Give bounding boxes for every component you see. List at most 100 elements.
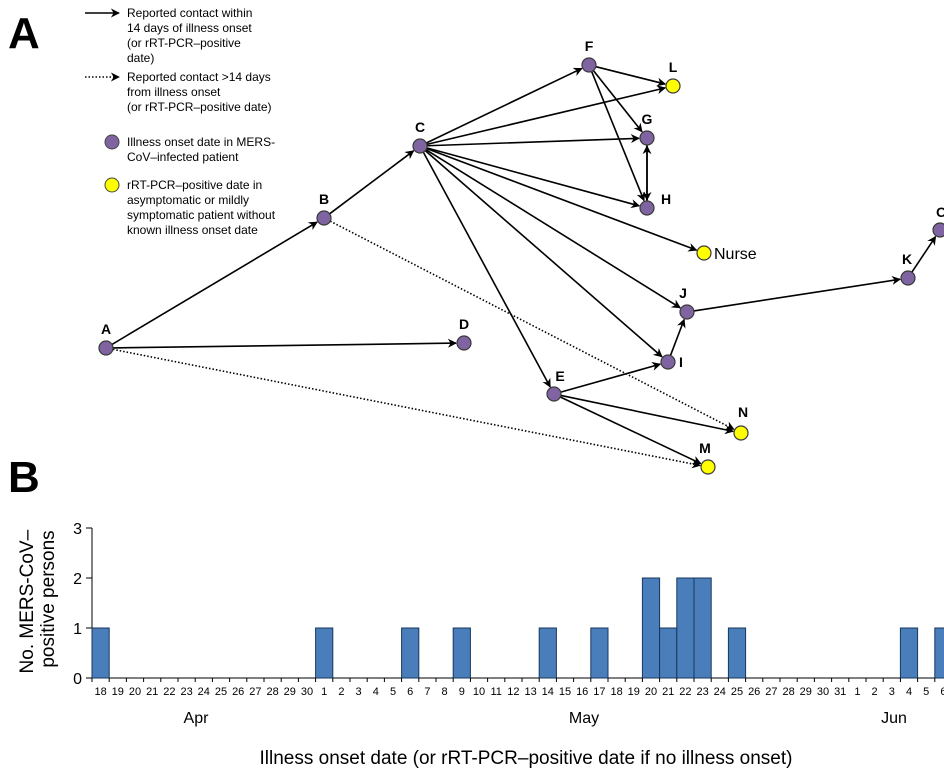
x-tick-label: 5 [923, 686, 929, 698]
edge-a-to-d [112, 338, 457, 349]
edge-c-to-f [425, 67, 583, 144]
x-tick-label: 21 [662, 686, 674, 698]
edge-k-to-o [911, 235, 937, 273]
node-label-f: F [585, 38, 594, 54]
node-k [900, 270, 916, 286]
node-label-m: M [699, 440, 711, 456]
x-tick-label: 27 [249, 686, 261, 698]
node-b [316, 210, 332, 226]
node-label-j: J [679, 285, 687, 301]
edge-c-to-e [422, 151, 551, 388]
node-d [456, 335, 472, 351]
edge-e-to-i [560, 362, 662, 393]
edge-b-to-n [329, 220, 735, 431]
x-tick-label: 25 [731, 686, 743, 698]
x-ticks: 18 19 20 21 22 23 24 25 26 27 28 29 30 1 2 3 4 5 6 7 8 9 10 11 1… [91, 678, 944, 698]
legend-dotted-text: Reported contact >14 days from illness o… [127, 70, 274, 114]
legend-purple-text: Illness onset date in MERS- CoV–infected… [127, 135, 278, 164]
x-tick-label: 11 [490, 686, 501, 698]
transmission-edges [111, 65, 937, 469]
node-f [581, 57, 597, 73]
y-tick-label: 1 [73, 621, 82, 638]
x-tick-label: 4 [373, 686, 379, 698]
bar [676, 577, 695, 679]
month-label-may: May [569, 710, 599, 727]
edge-e-to-n [560, 394, 735, 435]
bar [91, 627, 110, 679]
edge-f-to-l [595, 65, 667, 87]
bar [727, 627, 747, 679]
x-axis-title: Illness onset date (or rRT-PCR–positive … [260, 748, 793, 769]
edge-c-to-l [426, 85, 667, 146]
legend-solid-text: Reported contact within 14 days of illne… [127, 6, 256, 65]
node-c [412, 138, 428, 154]
x-tick-label: 15 [559, 686, 571, 698]
y-ticks: 0 1 2 3 [73, 521, 92, 688]
x-tick-label: 30 [817, 686, 829, 698]
x-tick-label: 30 [301, 686, 313, 698]
edge-c-to-g [426, 134, 640, 147]
x-tick-label: 13 [524, 686, 536, 698]
edge-i-to-j [669, 318, 686, 356]
x-tick-label: 26 [748, 686, 760, 698]
node-j [679, 304, 695, 320]
bar [401, 627, 420, 679]
bar [315, 627, 334, 679]
node-label-o: O [936, 204, 944, 220]
x-tick-label: 22 [163, 686, 175, 698]
edge-e-to-m [559, 396, 702, 465]
bar [452, 627, 471, 679]
node-o [932, 222, 944, 238]
x-tick-label: 3 [356, 686, 362, 698]
node-a [98, 340, 114, 356]
edge-j-to-k [693, 276, 901, 312]
x-tick-label: 24 [198, 686, 210, 698]
x-tick-label: 2 [338, 686, 344, 698]
bar [641, 577, 661, 679]
legend-purple-marker [104, 134, 120, 150]
node-label-b: B [319, 191, 329, 207]
node-label-c: C [415, 119, 425, 135]
node-label-a: A [101, 321, 111, 337]
x-tick-label: 6 [407, 686, 413, 698]
x-tick-label: 18 [610, 686, 622, 698]
x-tick-label: 29 [800, 686, 812, 698]
x-tick-label: 31 [834, 686, 846, 698]
x-tick-label: 23 [696, 686, 708, 698]
x-tick-label: 2 [872, 686, 878, 698]
panel-label-a: A [8, 9, 40, 58]
edge-c-to-j [425, 149, 681, 309]
y-tick-label: 3 [73, 521, 82, 538]
legend-yellow-marker [104, 177, 120, 193]
x-tick-label: 9 [459, 686, 465, 698]
node-label-l: L [669, 59, 678, 75]
y-tick-label: 0 [73, 671, 82, 688]
node-label-n: N [738, 404, 748, 420]
x-tick-label: 12 [507, 686, 519, 698]
x-tick-label: 20 [645, 686, 657, 698]
x-tick-label: 23 [180, 686, 192, 698]
x-tick-label: 7 [424, 686, 430, 698]
x-tick-label: 20 [129, 686, 141, 698]
x-tick-label: 26 [232, 686, 244, 698]
node-label-e: E [555, 368, 564, 384]
node-label-i: I [679, 354, 683, 370]
x-tick-label: 1 [854, 686, 860, 698]
transmission-nodes: A B C D E F G H I J K O L Nurse N M [98, 38, 944, 475]
node-h [639, 200, 655, 216]
legend-yellow-text: rRT-PCR–positive date in asymptomatic or… [127, 178, 278, 237]
x-tick-label: 14 [542, 686, 554, 698]
edge-a-to-b [111, 221, 318, 346]
x-tick-label: 4 [906, 686, 912, 698]
x-tick-label: 19 [112, 686, 124, 698]
edge-c-to-i [424, 149, 663, 358]
edge-b-to-c [329, 150, 415, 215]
node-m [700, 459, 716, 475]
y-axis-title-line1: No. MERS-CoV– [17, 529, 38, 673]
bar [659, 627, 678, 679]
edge-f-to-g [592, 69, 643, 133]
bar [899, 627, 919, 679]
node-label-h: H [661, 191, 671, 207]
x-tick-label: 28 [266, 686, 278, 698]
